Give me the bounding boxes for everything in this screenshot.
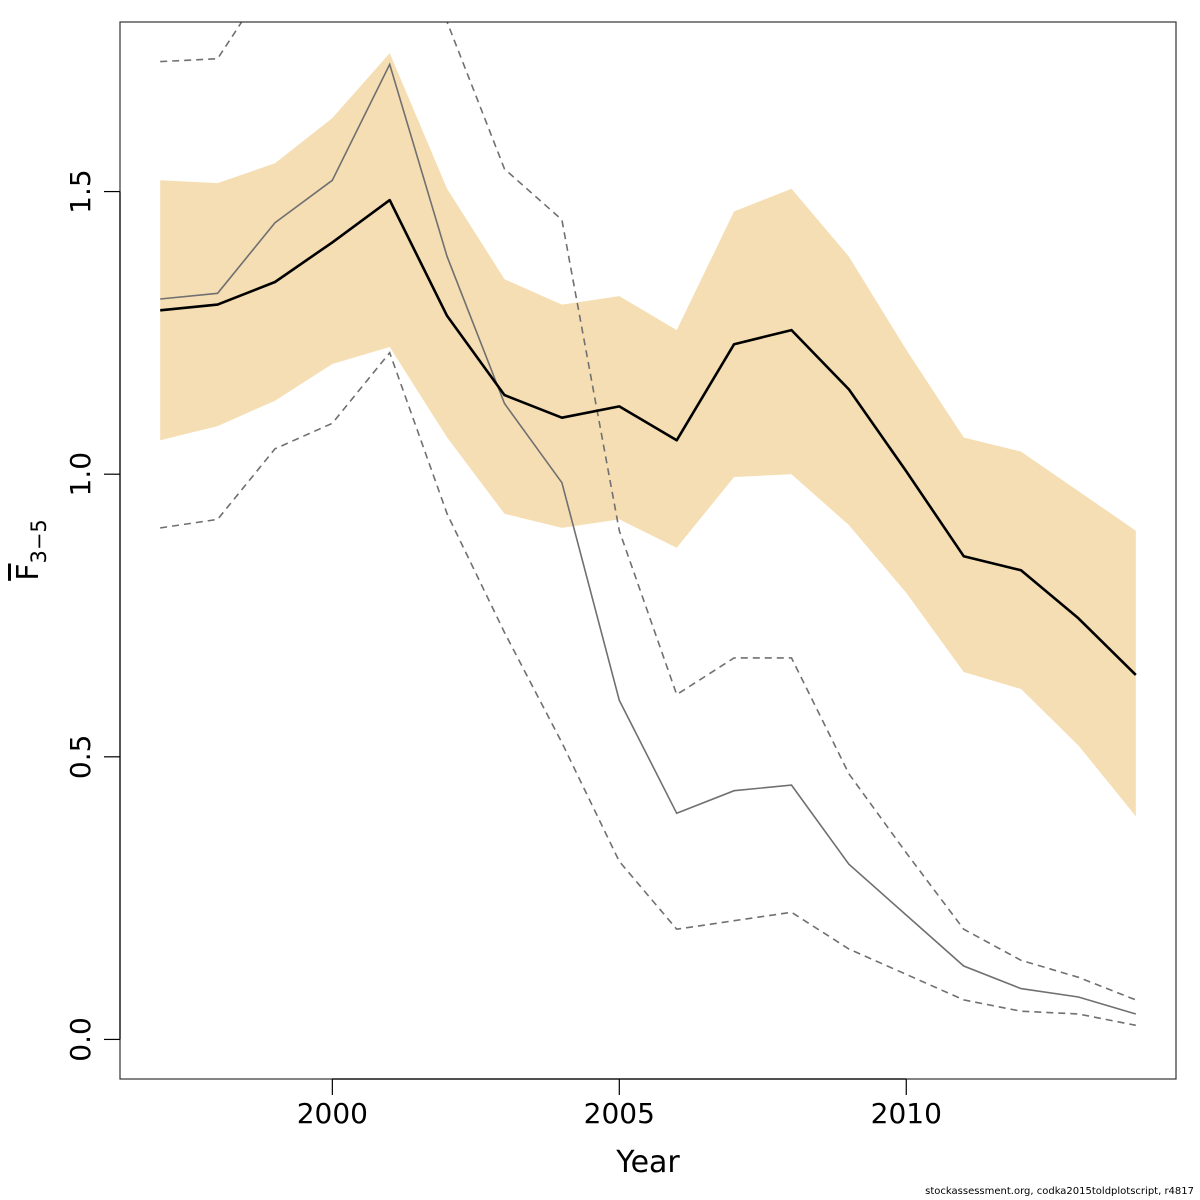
x-axis: 2000 2005 2010 bbox=[297, 1078, 942, 1130]
footer-note: stockassessment.org, codka2015toldplotsc… bbox=[925, 1186, 1194, 1197]
y-axis-title: F3−5 bbox=[11, 519, 51, 581]
svg-text:F3−5: F3−5 bbox=[11, 519, 51, 581]
plot-area bbox=[160, 22, 1137, 1027]
y-tick-label: 0.5 bbox=[64, 735, 97, 780]
y-tick-label: 1.0 bbox=[64, 452, 97, 497]
y-tick-label: 0.0 bbox=[64, 1017, 97, 1062]
x-tick-label: 2005 bbox=[584, 1097, 655, 1130]
estimate-line bbox=[160, 198, 1137, 676]
y-tick-label: 1.5 bbox=[64, 169, 97, 214]
y-axis-title-main: F bbox=[11, 564, 46, 581]
x-axis-title: Year bbox=[615, 1145, 680, 1180]
confidence-band bbox=[160, 53, 1136, 817]
y-axis-title-subscript: 3−5 bbox=[27, 519, 51, 563]
x-tick-label: 2000 bbox=[297, 1097, 368, 1130]
old-upper-bound-line bbox=[160, 22, 1137, 1001]
old-lower-bound-line bbox=[160, 351, 1136, 1027]
y-axis: 0.0 0.5 1.0 1.5 bbox=[64, 169, 121, 1062]
old-estimate-line bbox=[160, 62, 1137, 1015]
x-tick-label: 2010 bbox=[871, 1097, 942, 1130]
